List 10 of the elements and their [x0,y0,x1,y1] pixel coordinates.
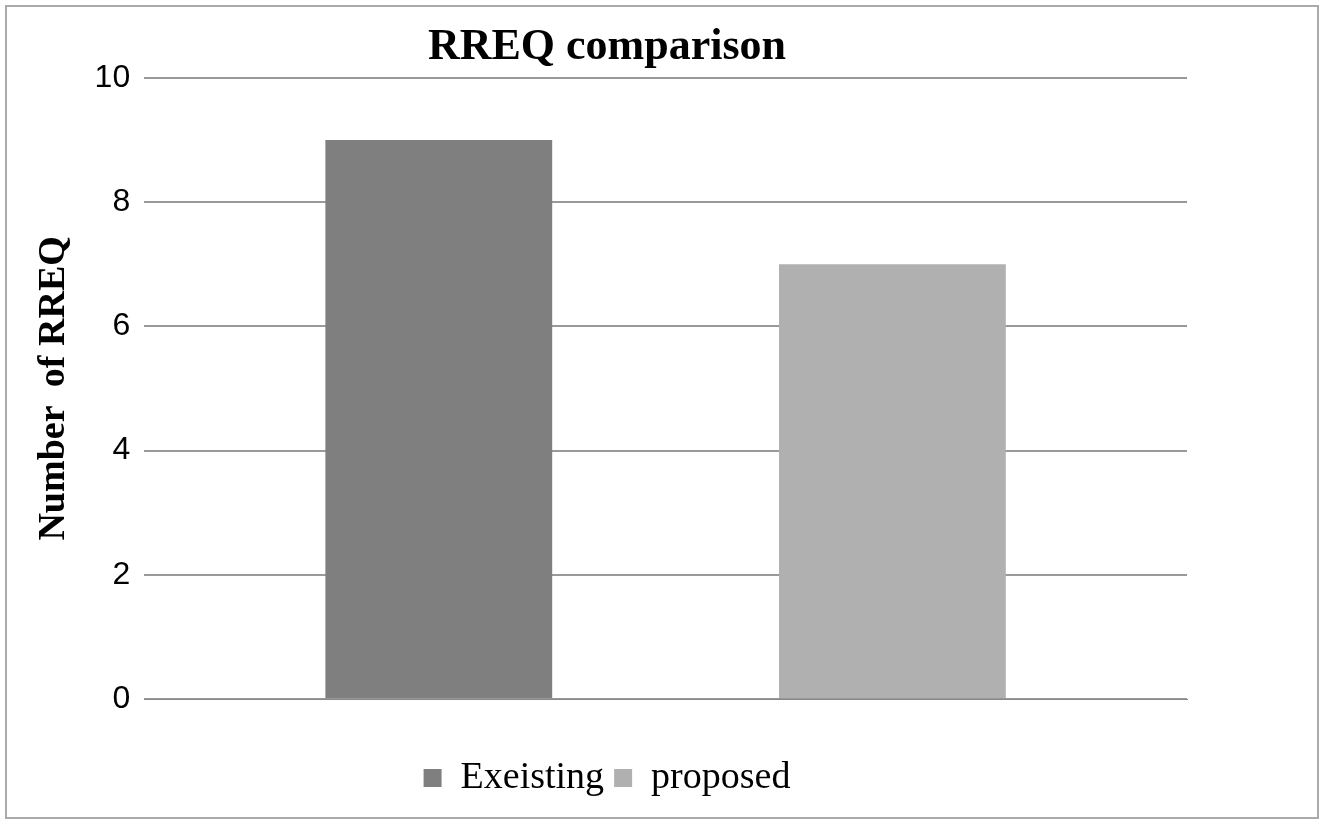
y-tick-label: 4 [112,430,131,467]
legend-label: Exeisting [460,753,605,796]
legend-label: proposed [651,753,791,796]
y-tick-label: 8 [112,181,131,218]
chart-title: RREQ comparison [427,19,787,69]
y-axis-title: Number of RREQ [29,236,72,541]
y-tick-label: 10 [94,57,131,94]
y-tick-label: 2 [112,554,131,591]
y-tick-label: 6 [112,306,131,343]
y-tick-label: 0 [112,678,131,715]
